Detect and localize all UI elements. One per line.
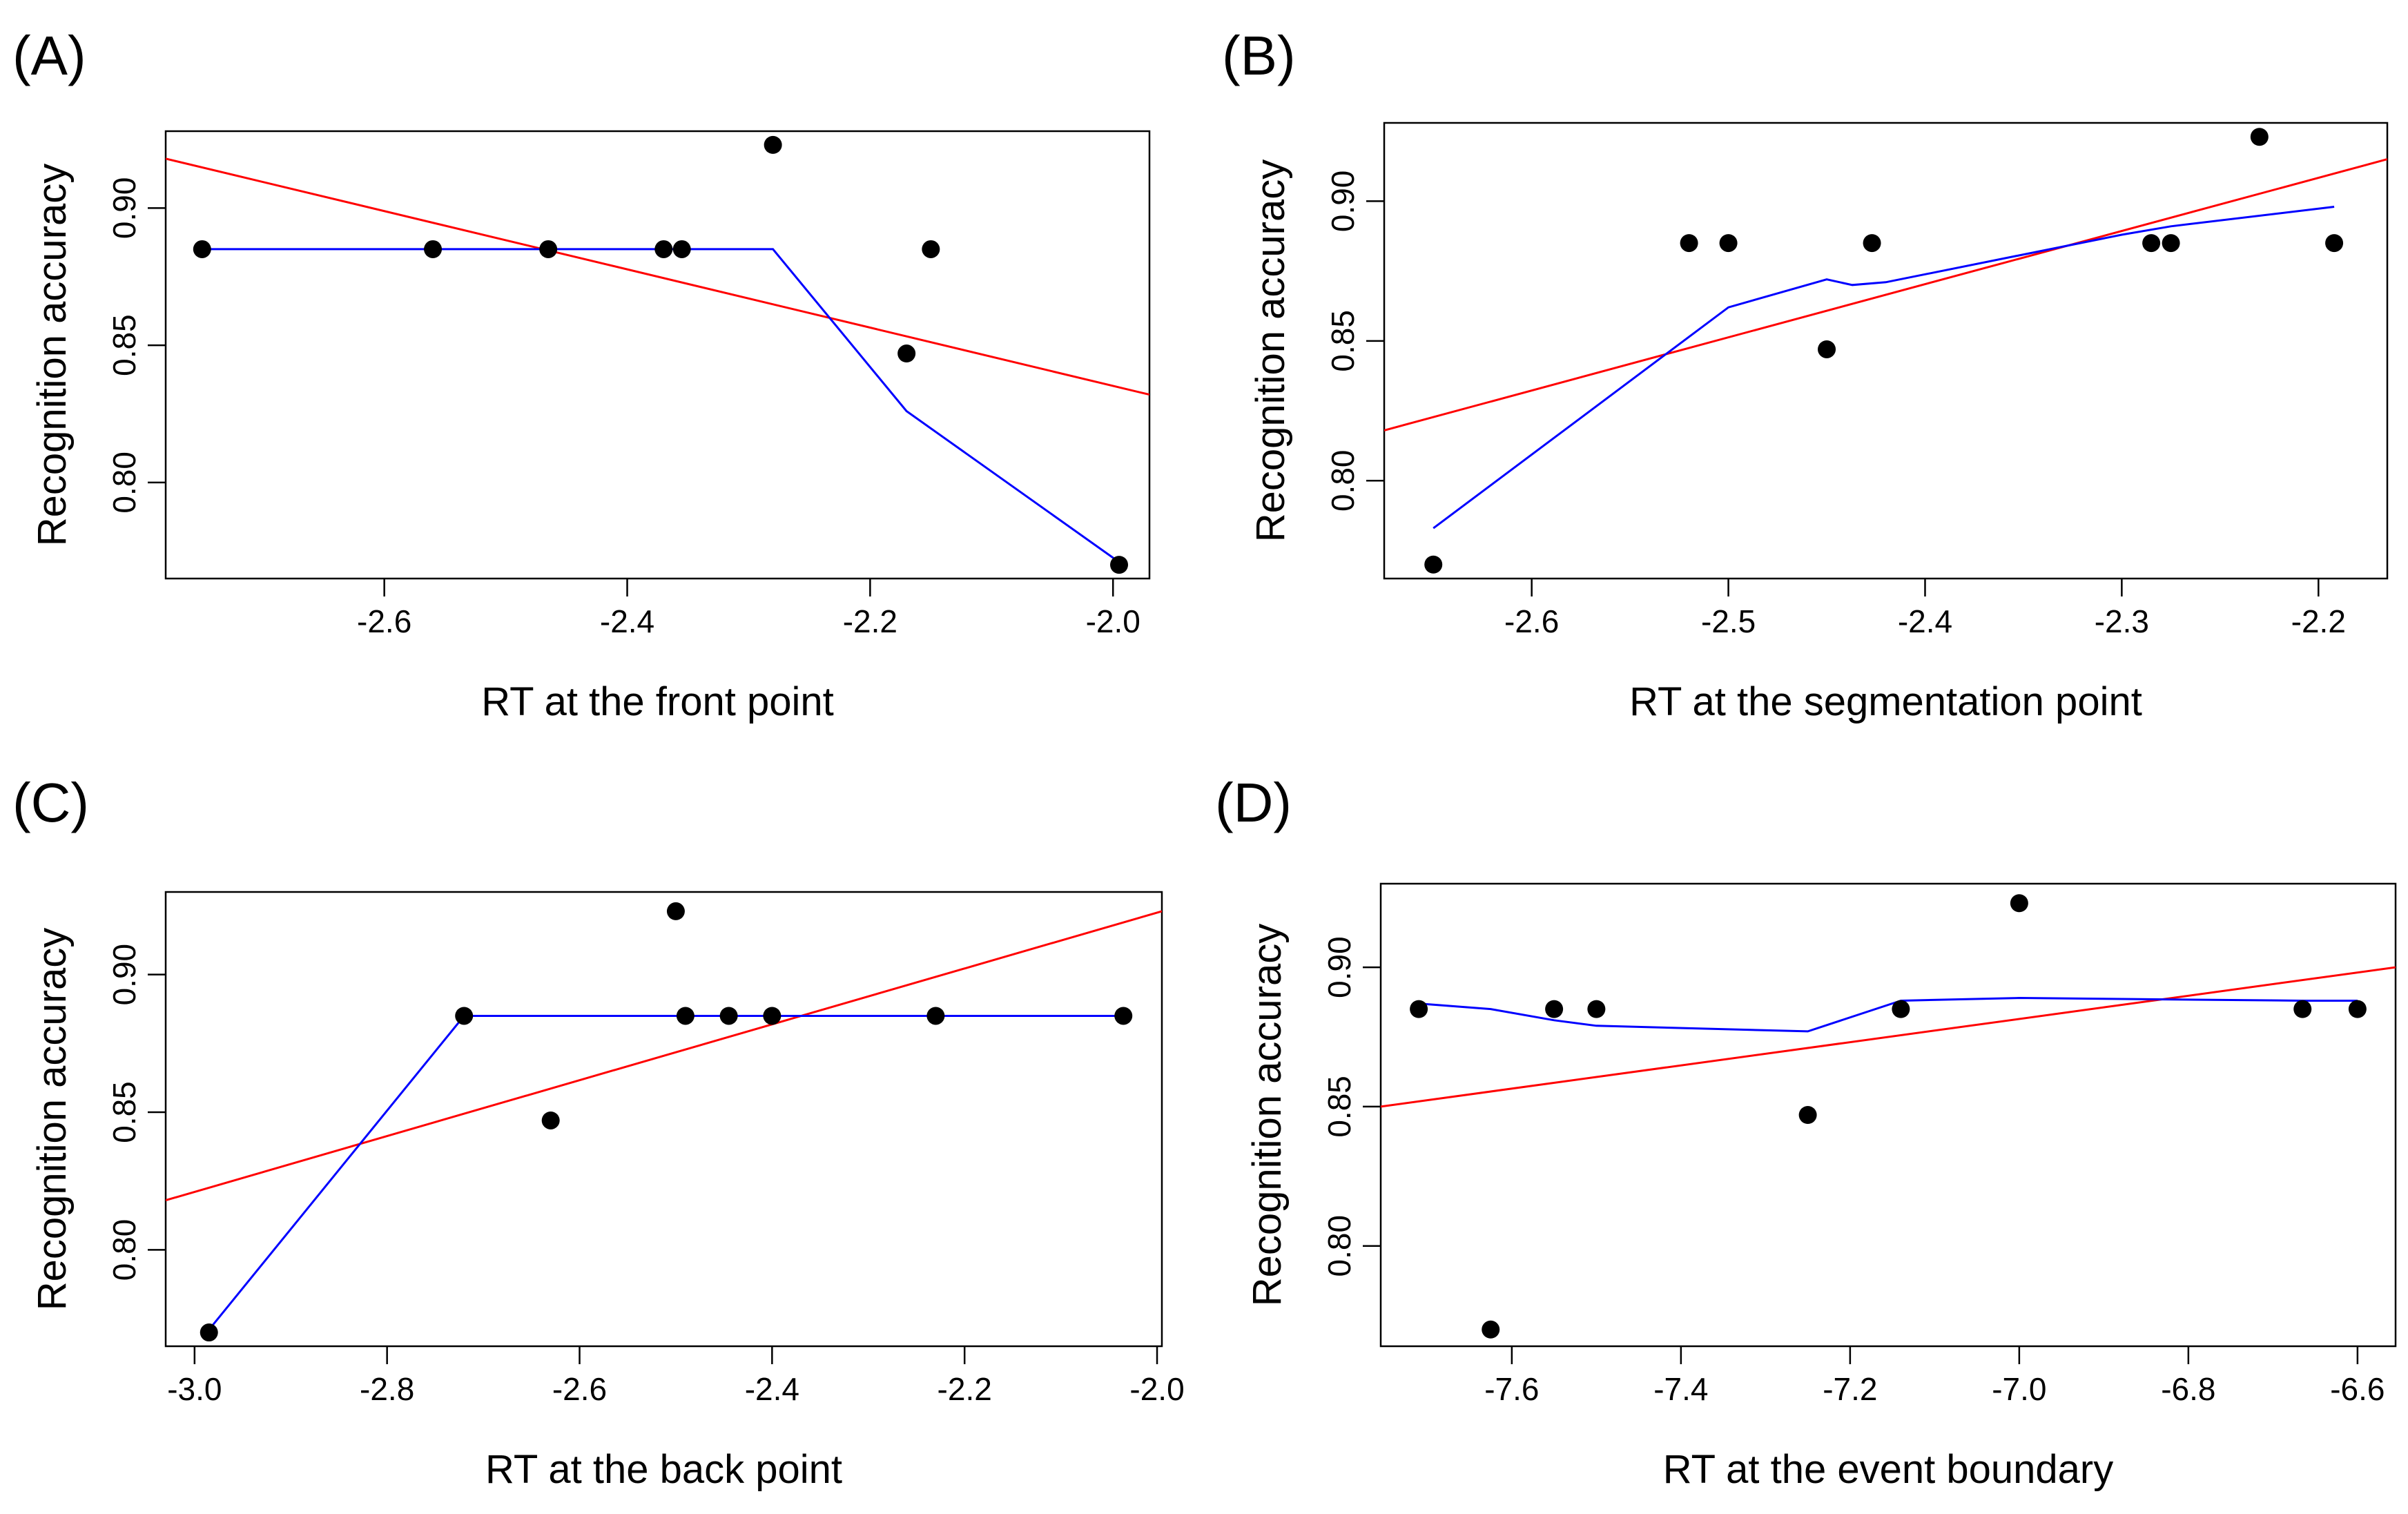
x-tick-label: -2.6	[552, 1371, 607, 1407]
smooth-fit-line	[1418, 996, 2358, 1033]
panel-label: (A)	[12, 25, 86, 86]
data-point	[455, 1007, 474, 1025]
panel-b: (B) RT at the segmentation point Recogni…	[1222, 25, 2389, 724]
data-point	[1798, 1106, 1817, 1124]
data-point	[654, 240, 673, 258]
panel-label: (D)	[1215, 772, 1292, 833]
x-tick-label: -7.2	[1823, 1371, 1877, 1407]
data-point	[922, 240, 940, 258]
smooth-fit-line	[202, 248, 1120, 563]
data-point	[1110, 556, 1129, 574]
y-tick-label: 0.80	[1325, 450, 1361, 512]
x-tick-label: -2.2	[938, 1371, 992, 1407]
data-point	[1892, 1000, 1910, 1018]
data-point	[763, 1007, 781, 1025]
data-point	[2162, 234, 2180, 253]
y-axis-title: Recognition accuracy	[1245, 924, 1290, 1307]
x-tick-label: -2.6	[1504, 603, 1559, 639]
data-point	[719, 1007, 738, 1025]
panel-label: (C)	[12, 772, 89, 833]
data-point	[1719, 234, 1738, 253]
x-axis-title: RT at the segmentation point	[1629, 679, 2142, 724]
data-point	[666, 902, 685, 920]
x-tick-label: -7.4	[1653, 1371, 1708, 1407]
data-point	[1114, 1007, 1133, 1025]
x-tick-label: -2.2	[843, 603, 897, 639]
x-tick-label: -2.2	[2291, 603, 2346, 639]
data-point	[1545, 1000, 1564, 1018]
data-point	[1587, 1000, 1606, 1018]
data-point	[1410, 1000, 1428, 1018]
plot-frame	[164, 130, 1151, 580]
linear-fit-line	[166, 157, 1149, 396]
y-tick-label: 0.90	[106, 944, 142, 1006]
data-point	[1680, 234, 1698, 253]
data-point	[926, 1007, 945, 1025]
x-tick-label: -2.4	[745, 1371, 799, 1407]
data-point	[676, 1007, 695, 1025]
panel-c: (C) RT at the back point Recognition acc…	[12, 772, 1185, 1492]
x-axis-title: RT at the back point	[485, 1447, 842, 1492]
plot-frame	[1383, 122, 2389, 580]
data-point	[2250, 128, 2269, 146]
x-tick-label: -6.6	[2330, 1371, 2385, 1407]
x-tick-label: -7.0	[1992, 1371, 2046, 1407]
y-axis-title: Recognition accuracy	[30, 164, 75, 547]
data-point	[2325, 234, 2344, 253]
panel-d: (D) RT at the event boundary Recognition…	[1215, 772, 2397, 1492]
y-axis-title: Recognition accuracy	[30, 928, 75, 1311]
y-tick-label: 0.85	[1321, 1076, 1357, 1138]
linear-fit-line	[1384, 158, 2387, 431]
data-point	[1424, 555, 1443, 574]
linear-fit-line	[1381, 966, 2396, 1108]
data-point	[2010, 894, 2028, 913]
data-point	[1863, 234, 1881, 253]
x-tick-label: -2.0	[1129, 1371, 1184, 1407]
x-tick-label: -3.0	[167, 1371, 222, 1407]
x-axis-title: RT at the event boundary	[1663, 1447, 2113, 1492]
data-point	[1818, 340, 1836, 358]
data-point	[193, 240, 211, 258]
y-tick-label: 0.90	[1325, 171, 1361, 233]
x-tick-label: -2.4	[600, 603, 654, 639]
data-point	[672, 240, 691, 258]
y-tick-label: 0.80	[106, 1219, 142, 1281]
smooth-fit-line	[1433, 206, 2335, 530]
y-axis-title: Recognition accuracy	[1248, 159, 1293, 543]
data-point	[1482, 1320, 1500, 1339]
data-point	[2348, 1000, 2367, 1018]
data-point	[2293, 1000, 2312, 1018]
y-tick-label: 0.80	[1321, 1215, 1357, 1277]
x-tick-label: -2.8	[360, 1371, 414, 1407]
y-tick-label: 0.90	[1321, 936, 1357, 998]
x-tick-label: -7.6	[1484, 1371, 1539, 1407]
y-tick-label: 0.85	[106, 314, 142, 376]
y-tick-label: 0.80	[106, 452, 142, 514]
data-point	[200, 1323, 218, 1342]
x-axis-title: RT at the front point	[481, 679, 834, 724]
x-tick-label: -2.6	[357, 603, 411, 639]
plot-frame	[1379, 882, 2397, 1348]
y-tick-label: 0.85	[106, 1081, 142, 1143]
x-tick-label: -2.5	[1701, 603, 1756, 639]
data-point	[897, 344, 916, 363]
plot-frame	[164, 891, 1163, 1348]
x-tick-label: -6.8	[2161, 1371, 2215, 1407]
panel-a: (A) RT at the front point Recognition ac…	[12, 25, 1151, 724]
data-point	[424, 240, 443, 258]
data-point	[541, 1111, 560, 1129]
data-point	[2142, 234, 2161, 253]
panel-label: (B)	[1222, 25, 1296, 86]
x-tick-label: -2.4	[1898, 603, 1952, 639]
y-tick-label: 0.90	[106, 177, 142, 240]
smooth-fit-line	[208, 1015, 1124, 1331]
linear-fit-line	[166, 910, 1162, 1202]
y-tick-label: 0.85	[1325, 310, 1361, 372]
x-tick-label: -2.0	[1086, 603, 1140, 639]
data-point	[764, 135, 782, 154]
data-point	[539, 240, 558, 258]
x-tick-label: -2.3	[2095, 603, 2149, 639]
